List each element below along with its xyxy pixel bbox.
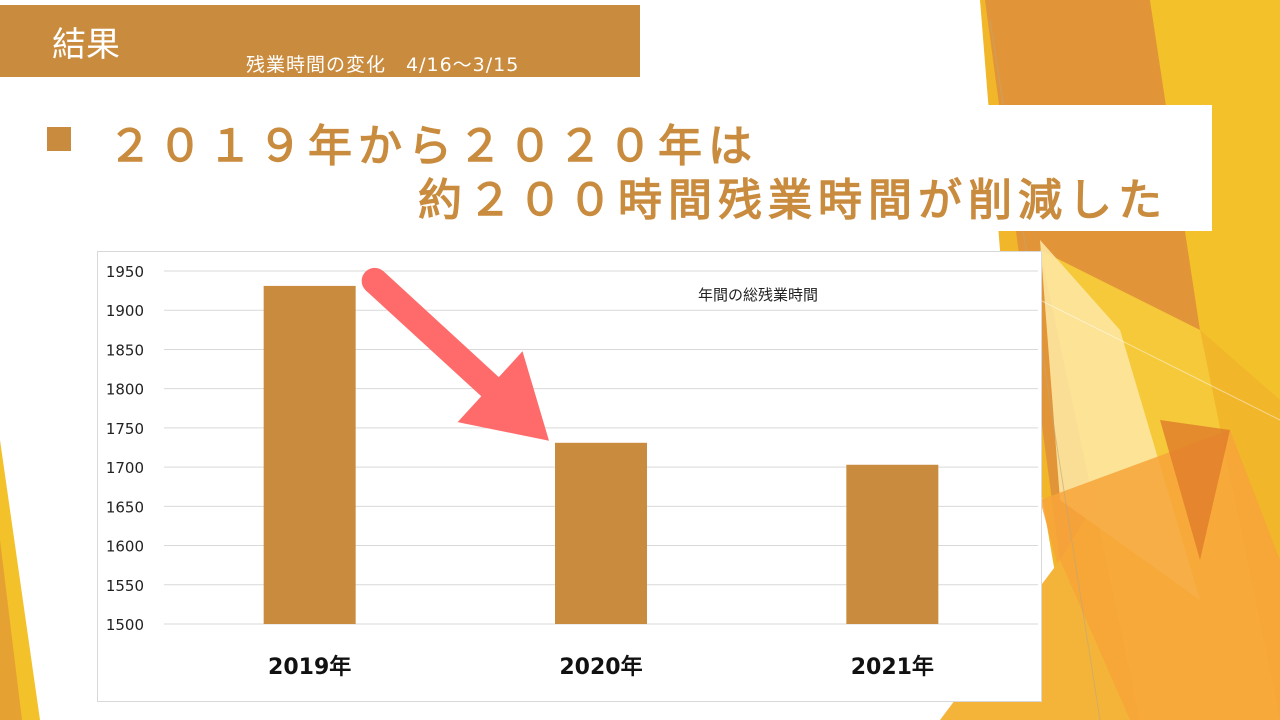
bar-2021年 <box>846 464 939 624</box>
bar-2020年 <box>555 442 647 624</box>
headline-box <box>0 105 1212 231</box>
y-tick-label: 1550 <box>106 577 144 595</box>
y-tick-label: 1950 <box>106 263 144 281</box>
slide-subtitle: 残業時間の変化 4/16～3/15 <box>246 54 520 76</box>
x-tick-label: 2019年 <box>268 654 351 680</box>
arrow-tail-cap <box>361 267 388 294</box>
x-tick-label: 2021年 <box>851 654 934 680</box>
y-tick-label: 1800 <box>106 381 144 399</box>
y-tick-label: 1750 <box>106 420 144 438</box>
header-bar: 結果 残業時間の変化 4/16～3/15 <box>0 5 640 77</box>
slide-title: 結果 <box>52 25 120 65</box>
headline-line-1: ２０１９年から２０２０年は <box>108 121 758 172</box>
x-tick-label: 2020年 <box>559 654 642 680</box>
y-tick-label: 1900 <box>106 302 144 320</box>
bullet-square-icon <box>47 127 71 151</box>
y-tick-label: 1850 <box>106 341 144 359</box>
bar-2019年 <box>263 285 356 624</box>
chart-panel: 1500 1550 1600 1650 1700 1750 1800 1850 1900 1950… <box>97 251 1042 702</box>
chart-title: 年間の総残業時間 <box>698 286 818 304</box>
headline-line-2: 約２００時間残業時間が削減した <box>418 175 1168 226</box>
y-tick-label: 1600 <box>106 538 144 556</box>
bar-chart: 1500 1550 1600 1650 1700 1750 1800 1850 1900 1950… <box>106 263 1038 680</box>
y-tick-label: 1700 <box>106 459 144 477</box>
y-tick-label: 1500 <box>106 616 144 634</box>
down-arrow-annotation <box>365 271 549 441</box>
y-tick-label: 1650 <box>106 498 144 516</box>
